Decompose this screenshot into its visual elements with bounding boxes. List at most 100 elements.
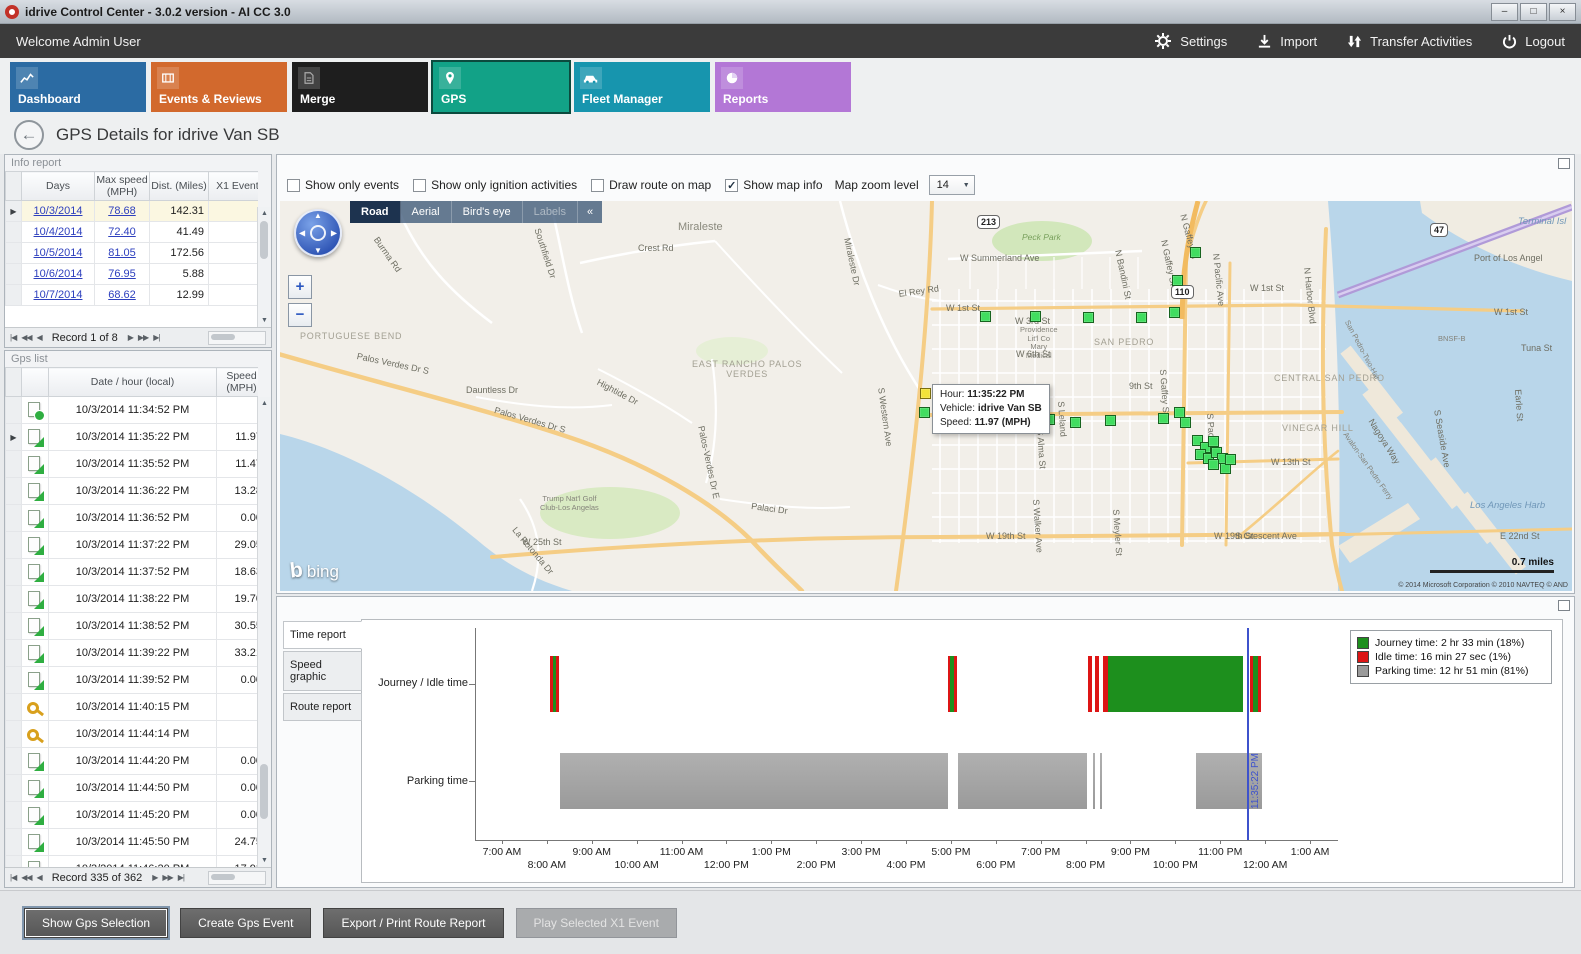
gps-marker[interactable] xyxy=(1105,415,1116,426)
map-view-tab-road[interactable]: Road xyxy=(350,201,401,223)
tab-time-report[interactable]: Time report xyxy=(283,621,362,649)
maximize-button[interactable]: □ xyxy=(1520,2,1547,21)
gps-list-row[interactable]: 10/3/2014 11:39:52 PM0.00 xyxy=(5,666,258,695)
maximize-map-panel-icon[interactable] xyxy=(1558,158,1570,169)
info-report-row[interactable]: 10/5/2014 81.05 172.56 xyxy=(5,242,258,265)
info-vertical-scrollbar[interactable]: ▲ ▼ xyxy=(257,207,271,327)
scroll-thumb[interactable] xyxy=(260,221,268,259)
pager-prev-button-2[interactable]: ◀ xyxy=(36,333,43,342)
logout-button[interactable]: Logout xyxy=(1502,34,1565,49)
show-gps-selection-button[interactable]: Show Gps Selection xyxy=(24,907,169,938)
gps-marker[interactable] xyxy=(1180,417,1191,428)
map-view-tab-aerial[interactable]: Aerial xyxy=(401,201,452,223)
back-button[interactable]: ← xyxy=(14,120,44,150)
gps-list-row[interactable]: 10/3/2014 11:46:20 PM17.93 xyxy=(5,855,258,867)
pager-next-button-1[interactable]: ▶▶ xyxy=(162,873,173,882)
gps-marker[interactable] xyxy=(1172,275,1183,286)
gps-marker[interactable] xyxy=(1211,447,1222,458)
pan-right-arrow-icon[interactable]: ▶ xyxy=(330,228,337,238)
nav-tile-fleet-manager[interactable]: Fleet Manager xyxy=(574,62,710,112)
checkbox-box[interactable]: ✓ xyxy=(725,178,739,192)
max-speed-link[interactable]: 81.05 xyxy=(94,242,150,265)
transfer-activities-button[interactable]: Transfer Activities xyxy=(1347,34,1472,49)
tab-speed-graphic[interactable]: Speed graphic xyxy=(283,651,362,691)
gps-marker[interactable] xyxy=(1208,436,1219,447)
gps-list-row[interactable]: 10/3/2014 11:44:14 PM xyxy=(5,720,258,749)
export-print-route-report-button[interactable]: Export / Print Route Report xyxy=(323,907,504,938)
pan-left-arrow-icon[interactable]: ◀ xyxy=(299,228,306,238)
info-report-row[interactable]: ▶ 10/3/2014 78.68 142.31 xyxy=(5,200,258,223)
pager-prev-button-0[interactable]: |◀ xyxy=(10,873,17,882)
max-speed-link[interactable]: 68.62 xyxy=(94,284,150,307)
checkbox-draw-route-on-map[interactable]: Draw route on map xyxy=(591,178,711,192)
pan-up-arrow-icon[interactable]: ▲ xyxy=(314,211,322,220)
gps-list-row[interactable]: 10/3/2014 11:36:52 PM0.00 xyxy=(5,504,258,533)
max-speed-link[interactable]: 76.95 xyxy=(94,263,150,286)
gps-marker[interactable] xyxy=(1136,312,1147,323)
gps-list-row[interactable]: 10/3/2014 11:44:50 PM0.00 xyxy=(5,774,258,803)
import-button[interactable]: Import xyxy=(1257,34,1317,49)
scroll-up-icon[interactable]: ▲ xyxy=(261,210,268,217)
checkbox-show-only-events[interactable]: Show only events xyxy=(287,178,399,192)
pager-next-button-0[interactable]: ▶ xyxy=(127,333,134,342)
pager-prev-button-1[interactable]: ◀◀ xyxy=(21,873,32,882)
map-zoom-out-button[interactable]: − xyxy=(288,303,312,327)
map-view-tab-labels[interactable]: Labels xyxy=(523,201,578,223)
horizontal-scrollbar[interactable] xyxy=(208,330,266,345)
checkbox-box[interactable] xyxy=(591,178,605,192)
pager-next-button-2[interactable]: ▶| xyxy=(177,873,185,882)
max-speed-link[interactable]: 72.40 xyxy=(94,221,150,244)
nav-tile-gps[interactable]: GPS xyxy=(431,60,571,114)
scroll-thumb[interactable] xyxy=(211,873,235,880)
gps-marker[interactable] xyxy=(1083,312,1094,323)
gps-marker[interactable] xyxy=(1169,307,1180,318)
minimize-button[interactable]: – xyxy=(1491,2,1518,21)
close-button[interactable]: × xyxy=(1549,2,1576,21)
pager-next-button-2[interactable]: ▶| xyxy=(153,333,160,342)
days-link[interactable]: 10/5/2014 xyxy=(21,242,95,265)
scroll-up-icon[interactable]: ▲ xyxy=(261,400,268,407)
selected-gps-marker[interactable] xyxy=(920,388,931,399)
gps-marker[interactable] xyxy=(1158,413,1169,424)
gps-list-row[interactable]: 10/3/2014 11:40:15 PM xyxy=(5,693,258,722)
gps-list-row[interactable]: 10/3/2014 11:45:20 PM0.00 xyxy=(5,801,258,830)
gps-list-row[interactable]: 10/3/2014 11:34:52 PM xyxy=(5,396,258,425)
gps-marker[interactable] xyxy=(1030,311,1041,322)
gps-marker[interactable] xyxy=(1174,407,1185,418)
pager-next-button-1[interactable]: ▶▶ xyxy=(137,333,149,342)
info-report-row[interactable]: 10/4/2014 72.40 41.49 xyxy=(5,221,258,244)
days-link[interactable]: 10/7/2014 xyxy=(21,284,95,307)
scroll-thumb[interactable] xyxy=(211,333,235,340)
map-view-tab-bird-s-eye[interactable]: Bird's eye xyxy=(452,201,523,223)
nav-tile-reports[interactable]: Reports xyxy=(715,62,851,112)
days-link[interactable]: 10/4/2014 xyxy=(21,221,95,244)
pager-prev-button-0[interactable]: |◀ xyxy=(10,333,17,342)
create-gps-event-button[interactable]: Create Gps Event xyxy=(180,907,312,938)
scroll-thumb[interactable] xyxy=(260,763,268,819)
gps-marker[interactable] xyxy=(980,311,991,322)
map-zoom-in-button[interactable]: + xyxy=(288,275,312,299)
nav-tile-dashboard[interactable]: Dashboard xyxy=(10,62,146,112)
pager-prev-button-2[interactable]: ◀ xyxy=(36,873,43,882)
gps-marker[interactable] xyxy=(1208,459,1219,470)
scroll-down-icon[interactable]: ▼ xyxy=(261,317,268,324)
gps-vertical-scrollbar[interactable]: ▲ ▼ xyxy=(257,397,271,867)
map-compass[interactable]: ▲ ▶ ▼ ◀ xyxy=(294,209,342,257)
checkbox-box[interactable] xyxy=(413,178,427,192)
gps-marker[interactable] xyxy=(1070,417,1081,428)
gps-list-row[interactable]: 10/3/2014 11:44:20 PM0.00 xyxy=(5,747,258,776)
gps-marker[interactable] xyxy=(1225,454,1236,465)
checkbox-show-map-info[interactable]: ✓ Show map info xyxy=(725,178,823,192)
map-zoom-level-select[interactable]: 14 ▼ xyxy=(928,175,975,195)
nav-tile-events-reviews[interactable]: Events & Reviews xyxy=(151,62,287,112)
bing-map[interactable]: Miraleste Peck Park W Summerland Ave Crest … xyxy=(280,201,1572,591)
maximize-chart-panel-icon[interactable] xyxy=(1558,600,1570,611)
checkbox-box[interactable] xyxy=(287,178,300,192)
gps-marker[interactable] xyxy=(1190,247,1201,258)
